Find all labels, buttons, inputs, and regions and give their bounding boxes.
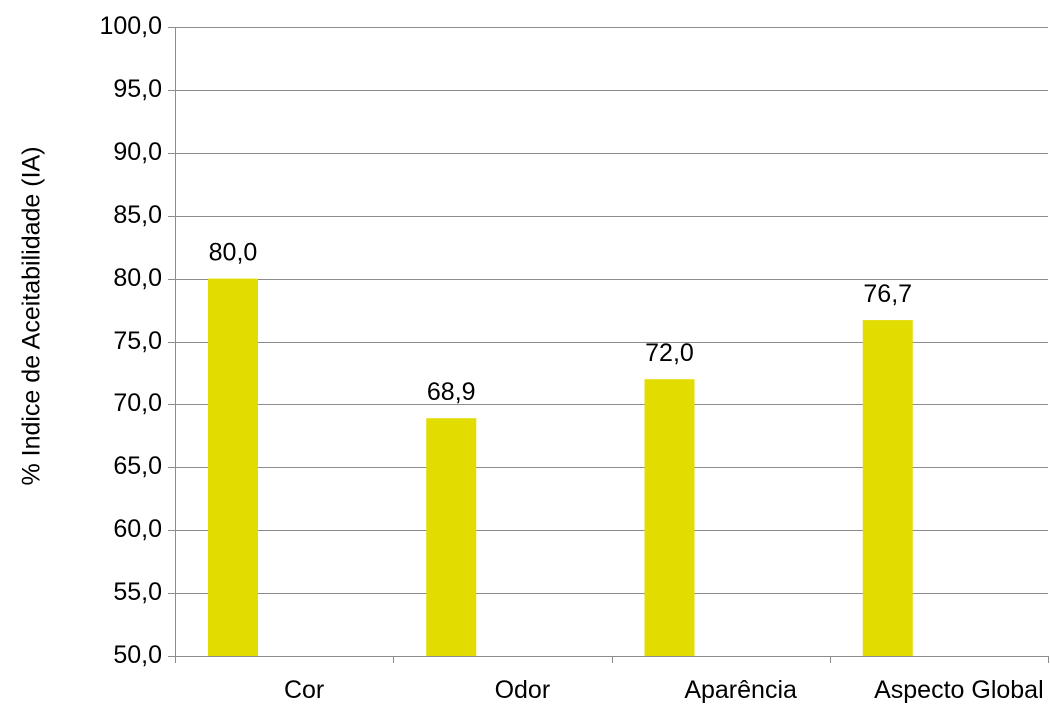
bars [208, 278, 913, 656]
y-tick-label: 75,0 [113, 327, 162, 355]
y-tick-label: 95,0 [113, 75, 162, 103]
data-label: 72,0 [645, 339, 694, 367]
axes [168, 27, 1049, 663]
x-category-label: Aparência [684, 676, 797, 704]
data-label: 68,9 [427, 378, 476, 406]
y-tick-label: 90,0 [113, 138, 162, 166]
y-tick-label: 100,0 [99, 12, 162, 40]
labels: 50,0 55,0 60,0 65,0 70,0 75,0 80,0 85,0 90,0 95,0… [99, 12, 1043, 704]
y-axis-title: % Indice de Aceitabilidade (IA) [18, 146, 46, 485]
x-category-label: Cor [284, 676, 324, 704]
y-tick-label: 70,0 [113, 389, 162, 417]
data-label: 80,0 [209, 239, 258, 267]
y-tick-label: 85,0 [113, 201, 162, 229]
data-label: 76,7 [863, 280, 912, 308]
y-tick-label: 80,0 [113, 264, 162, 292]
bar [862, 320, 913, 656]
bar [644, 379, 695, 656]
bar [426, 418, 477, 656]
x-category-label: Aspecto Global [874, 676, 1044, 704]
x-category-label: Odor [495, 676, 551, 704]
y-tick-label: 55,0 [113, 578, 162, 606]
bar [208, 278, 258, 656]
y-tick-label: 60,0 [113, 515, 162, 543]
gridlines [175, 27, 1048, 594]
y-tick-label: 65,0 [113, 452, 162, 480]
y-tick-label: 50,0 [113, 641, 162, 669]
